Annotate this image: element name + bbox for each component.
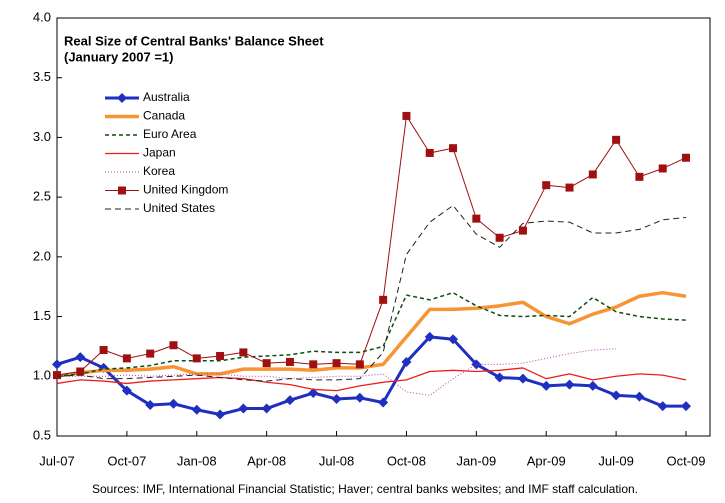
point-marker — [542, 181, 551, 190]
legend-label: Korea — [143, 164, 175, 178]
point-marker — [588, 170, 597, 179]
x-tick-label: Apr-08 — [247, 453, 286, 468]
legend-marker — [118, 186, 126, 195]
point-marker — [53, 371, 61, 380]
point-marker — [494, 372, 505, 383]
series-line — [56, 290, 687, 379]
point-marker — [565, 183, 574, 192]
point-marker — [425, 148, 434, 157]
y-tick-label: 1.5 — [33, 308, 51, 323]
point-marker — [658, 164, 667, 173]
point-marker — [564, 379, 575, 390]
series-line — [56, 335, 686, 417]
legend-label: Euro Area — [143, 127, 197, 141]
point-marker — [424, 331, 435, 342]
series-line — [57, 348, 617, 396]
legend-label: United Kingdom — [143, 183, 228, 197]
point-marker — [331, 393, 342, 404]
x-tick-label: Oct-08 — [387, 453, 426, 468]
point-marker — [635, 172, 644, 181]
point-marker — [472, 214, 481, 223]
point-marker — [169, 341, 178, 350]
point-marker — [354, 392, 365, 403]
point-marker — [284, 395, 295, 406]
point-marker — [145, 399, 156, 410]
point-marker — [355, 360, 364, 369]
point-marker — [495, 233, 504, 242]
x-tick-label: Jul-07 — [39, 453, 74, 468]
point-marker — [378, 397, 389, 408]
series-line — [56, 367, 687, 392]
point-marker — [99, 346, 108, 355]
source-note: Sources: IMF, International Financial St… — [92, 482, 638, 496]
chart-title: Real Size of Central Banks' Balance Shee… — [64, 33, 324, 48]
point-marker — [192, 354, 201, 363]
point-marker — [75, 352, 86, 363]
point-marker — [401, 356, 412, 367]
point-marker — [122, 354, 131, 363]
point-marker — [285, 357, 294, 366]
point-marker — [587, 380, 598, 391]
legend-label: Canada — [143, 109, 185, 123]
point-marker — [449, 144, 458, 153]
point-marker — [146, 349, 155, 358]
x-tick-label: Jul-08 — [319, 453, 354, 468]
point-marker — [612, 135, 621, 144]
point-marker — [634, 391, 645, 402]
plot-frame — [56, 17, 711, 437]
point-marker — [239, 348, 248, 357]
chart-subtitle: (January 2007 =1) — [64, 49, 173, 64]
point-marker — [379, 295, 388, 304]
x-tick-label: Jan-09 — [456, 453, 496, 468]
point-marker — [448, 334, 459, 345]
x-tick-label: Oct-07 — [107, 453, 146, 468]
legend-label: Japan — [143, 146, 176, 160]
point-marker — [261, 403, 272, 414]
point-marker — [216, 351, 225, 360]
x-tick-label: Jul-09 — [598, 453, 633, 468]
point-marker — [121, 385, 132, 396]
point-marker — [262, 359, 271, 368]
point-marker — [52, 359, 62, 370]
point-marker — [309, 360, 318, 369]
series-line — [56, 291, 687, 378]
point-marker — [76, 367, 85, 376]
point-marker — [402, 111, 411, 120]
x-tick-label: Jan-08 — [177, 453, 217, 468]
legend-label: United States — [143, 201, 215, 215]
point-marker — [682, 153, 690, 162]
point-marker — [191, 404, 202, 415]
y-tick-label: 2.0 — [33, 248, 51, 263]
y-tick-label: 3.0 — [33, 129, 51, 144]
point-marker — [168, 398, 179, 409]
point-marker — [238, 403, 249, 414]
point-marker — [611, 390, 622, 401]
point-marker — [308, 388, 319, 399]
series-line — [56, 115, 687, 376]
legend-label: Australia — [143, 90, 190, 104]
x-tick-label: Oct-09 — [666, 453, 705, 468]
series-line — [56, 205, 687, 382]
point-marker — [332, 359, 341, 368]
point-marker — [657, 401, 668, 412]
point-marker — [517, 373, 528, 384]
point-marker — [215, 409, 226, 420]
y-tick-label: 2.5 — [33, 189, 51, 204]
y-tick-label: 0.5 — [33, 427, 51, 442]
x-tick-label: Apr-09 — [527, 453, 566, 468]
point-marker — [541, 380, 552, 391]
y-tick-label: 4.0 — [33, 9, 51, 24]
y-tick-label: 1.0 — [33, 368, 51, 383]
y-tick-label: 3.5 — [33, 69, 51, 84]
point-marker — [681, 401, 691, 412]
legend-marker — [117, 93, 127, 103]
point-marker — [518, 226, 527, 235]
